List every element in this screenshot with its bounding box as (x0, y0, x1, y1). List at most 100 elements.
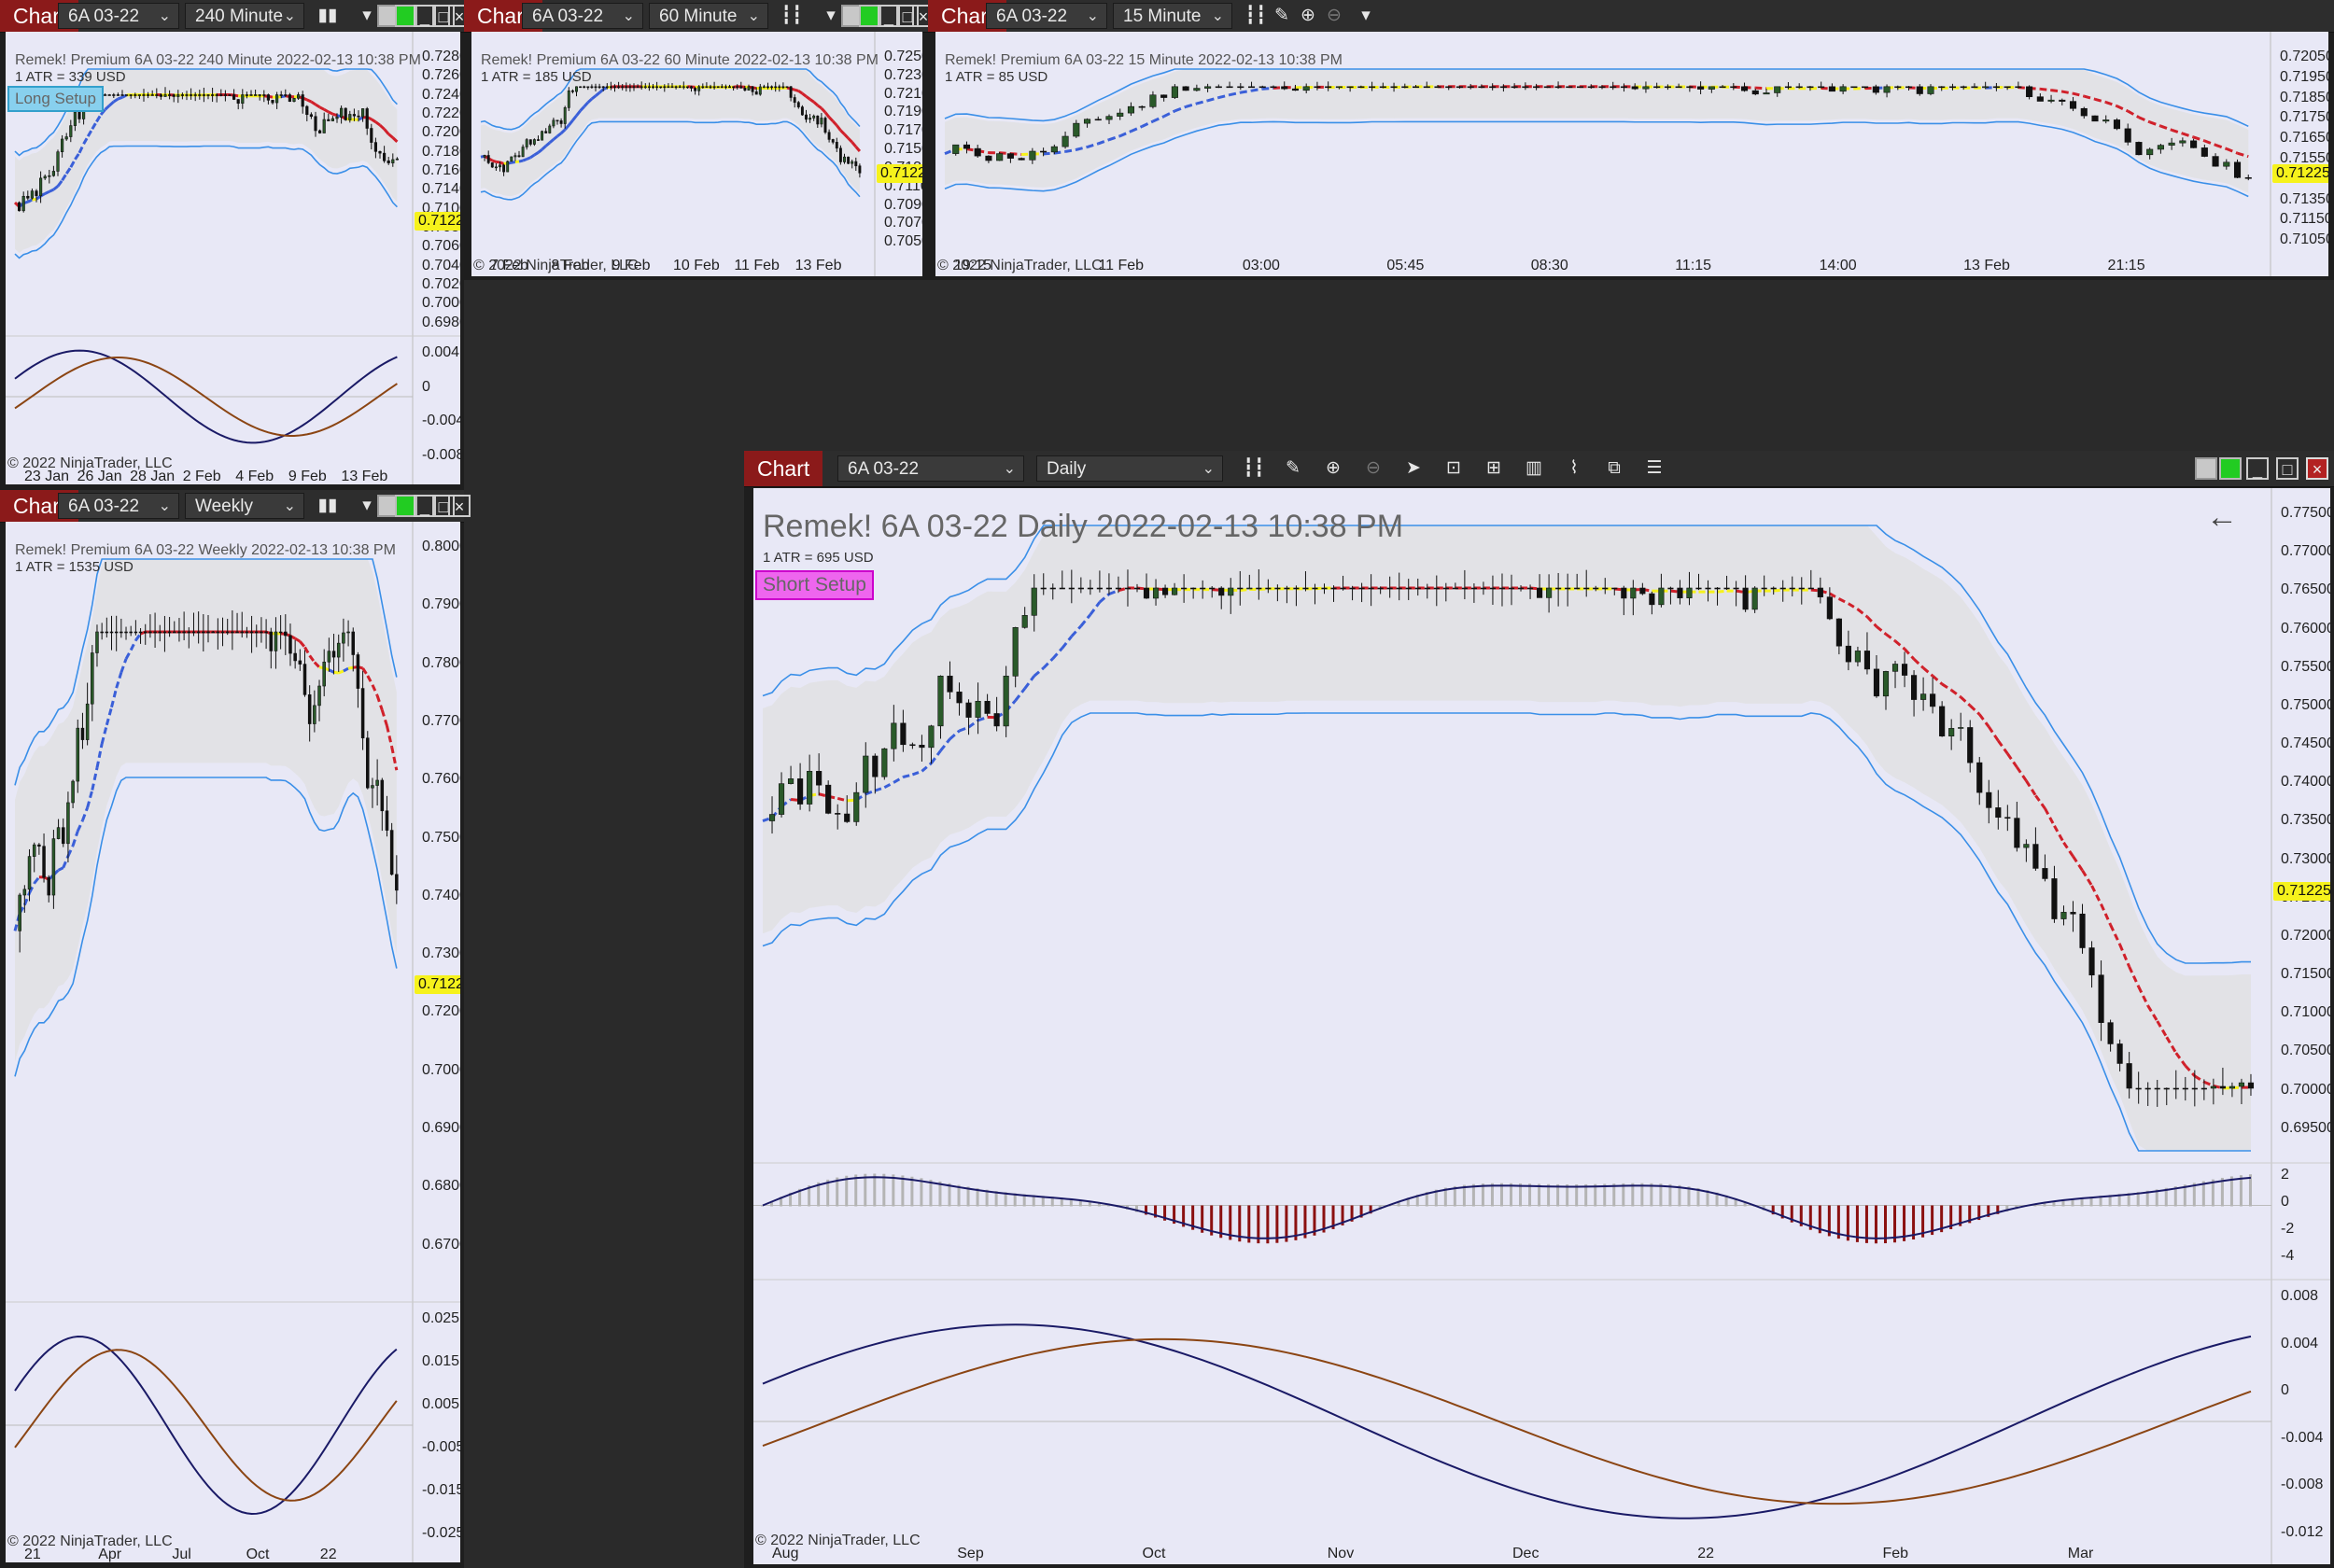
time-axis-tick: 10 Feb (673, 258, 720, 273)
maximize-icon[interactable]: □ (2276, 457, 2299, 480)
maximize-icon[interactable]: □ (432, 495, 455, 517)
candle-body (1526, 587, 1534, 590)
interval-selector[interactable]: Daily ⌄ (1036, 455, 1223, 482)
trailing-stop-line (823, 111, 831, 119)
chart-canvas[interactable] (6, 522, 460, 1562)
copyright-text: © 2022 NinjaTrader, LLC (755, 1533, 921, 1548)
histogram-bar (2173, 1186, 2177, 1207)
atr-label: 1 ATR = 695 USD (763, 550, 874, 566)
candle-body (1124, 587, 1132, 590)
candle-body (129, 94, 133, 96)
bar-type-icon[interactable]: ┇┇ (780, 6, 803, 25)
histogram-bar (1556, 1183, 1560, 1207)
bar-type-icon[interactable]: ▮▮ (317, 496, 338, 515)
pointer-icon[interactable]: ➤ (1406, 458, 1421, 478)
interval-selector[interactable]: 15 Minute ⌄ (1113, 3, 1232, 29)
candle-body (173, 631, 176, 634)
minimize-icon[interactable]: _ (878, 5, 900, 27)
dropdown-arrow-icon[interactable]: ▾ (362, 6, 372, 25)
chart-panel[interactable]: 0.72500 0.72300 0.72100 0.71900 0.71700 0.715… (471, 32, 922, 276)
close-icon[interactable]: × (448, 495, 471, 517)
upper-band-line (480, 68, 861, 131)
chevron-down-icon: ⌄ (283, 498, 296, 514)
candle-body (1405, 587, 1412, 590)
zoom-in-icon[interactable]: ⊕ (1326, 458, 1341, 478)
zoom-out-icon[interactable]: ⊖ (1327, 6, 1342, 25)
list-icon[interactable]: ☰ (1646, 458, 1663, 478)
bar-type-icon[interactable]: ┇┇ (1244, 6, 1267, 25)
interval-selector[interactable]: 240 Minute ⌄ (185, 3, 304, 29)
minimize-icon[interactable]: _ (414, 495, 436, 517)
candle-body (138, 631, 143, 634)
histogram-bar (1968, 1205, 1972, 1224)
candle-body (1882, 671, 1890, 697)
chart-canvas[interactable] (6, 32, 460, 484)
share-icon[interactable]: ⧉ (1608, 458, 1621, 478)
chart-canvas[interactable] (935, 32, 2328, 276)
zoom-out-icon[interactable]: ⊖ (1366, 458, 1381, 478)
candle-body (605, 86, 609, 89)
trailing-stop-line (499, 161, 505, 165)
candle-body (1312, 587, 1318, 590)
osc-axis-tick: -0.004 (2281, 1429, 2324, 1446)
histogram-bar (1022, 1194, 1026, 1207)
pencil-icon[interactable]: ✎ (1274, 6, 1289, 25)
candle-body (80, 727, 85, 740)
candle-body (322, 119, 326, 133)
minimize-icon[interactable]: _ (414, 5, 436, 27)
instrument-selector[interactable]: 6A 03-22 ⌄ (58, 3, 179, 29)
indicators-icon[interactable]: ▥ (1526, 458, 1542, 478)
minimize-icon[interactable]: _ (2246, 457, 2269, 480)
trailing-stop-line (2062, 841, 2074, 858)
instrument-selector[interactable]: 6A 03-22 ⌄ (837, 455, 1024, 482)
dropdown-arrow-icon[interactable]: ▾ (1361, 6, 1371, 25)
trailing-stop-line (511, 161, 516, 164)
interval-selector[interactable]: Weekly ⌄ (185, 493, 304, 519)
candle-body (1412, 86, 1420, 89)
instrument-selector[interactable]: 6A 03-22 ⌄ (58, 493, 179, 519)
bar-type-icon[interactable]: ┇┇ (1243, 458, 1265, 478)
back-arrow-icon[interactable]: ← (2206, 499, 2238, 535)
pencil-icon[interactable]: ✎ (1286, 458, 1301, 478)
instrument-selector[interactable]: 6A 03-22 ⌄ (986, 3, 1107, 29)
trailing-stop-line (1076, 146, 1088, 151)
price-axis-tick: 0.73000 (422, 945, 460, 962)
data-box-icon[interactable]: ⊡ (1446, 458, 1461, 478)
interval-selector[interactable]: 60 Minute ⌄ (649, 3, 768, 29)
candle-body (552, 119, 555, 127)
properties-icon[interactable]: ⊞ (1486, 458, 1501, 478)
link-grey-button[interactable] (2195, 457, 2217, 480)
link-green-button[interactable] (2219, 457, 2242, 480)
trailing-stop-line (1865, 615, 1878, 628)
chart-canvas[interactable] (753, 488, 2330, 1564)
zoom-in-icon[interactable]: ⊕ (1301, 6, 1315, 25)
candle-body (2088, 947, 2095, 976)
candle-body (1708, 86, 1715, 90)
histogram-bar (1173, 1205, 1176, 1225)
osc-axis-tick: 0.004 (2281, 1335, 2319, 1351)
maximize-icon[interactable]: □ (896, 5, 919, 27)
chart-tab[interactable]: Chart (744, 451, 823, 486)
histogram-bar (873, 1173, 877, 1207)
chart-panel[interactable]: 2 0 -2 -4 0.008 0.004 0 -0.004 -0.008 -0.012 0.775… (753, 488, 2330, 1564)
chart-canvas[interactable] (471, 32, 922, 276)
candle-body (73, 111, 77, 126)
close-icon[interactable]: × (2306, 457, 2328, 480)
candle-body (835, 142, 838, 149)
strategies-icon[interactable]: ⌇ (1569, 458, 1579, 478)
chart-header-label: Remek! Premium 6A 03-22 240 Minute 2022-… (15, 52, 421, 68)
dropdown-arrow-icon[interactable]: ▾ (362, 496, 372, 515)
dropdown-arrow-icon[interactable]: ▾ (826, 6, 836, 25)
chart-panel[interactable]: 0.004 0 -0.004 -0.008 0.72800 0.72600 0.72400 0… (6, 32, 460, 484)
candle-body (781, 86, 785, 89)
trailing-stop-line (66, 845, 75, 857)
candle-body (389, 830, 394, 875)
chart-panel[interactable]: 0.025 0.015 0.005 -0.005 -0.015 -0.025 0.80000… (6, 522, 460, 1562)
maximize-icon[interactable]: □ (432, 5, 455, 27)
instrument-selector[interactable]: 6A 03-22 ⌄ (522, 3, 643, 29)
histogram-bar (1350, 1205, 1354, 1222)
candle-body (352, 114, 356, 117)
candle-body (260, 631, 263, 634)
bar-type-icon[interactable]: ▮▮ (317, 6, 338, 25)
